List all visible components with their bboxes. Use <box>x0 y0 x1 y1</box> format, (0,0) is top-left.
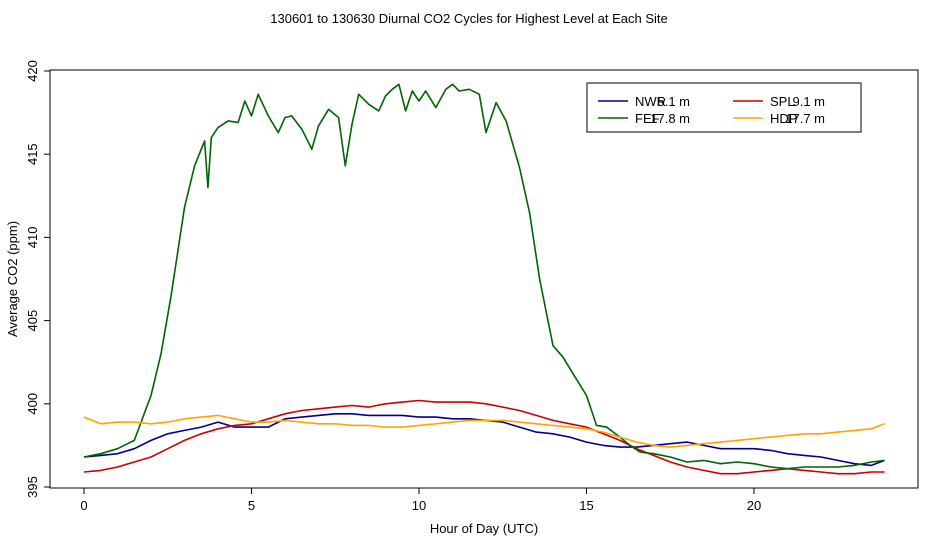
legend-height-fef: 17.8 m <box>650 111 690 126</box>
series-line-spl <box>83 399 885 475</box>
series-lines <box>83 83 885 475</box>
x-axis-label: Hour of Day (UTC) <box>430 521 538 536</box>
y-tick-label: 400 <box>25 393 40 415</box>
y-axis-label: Average CO2 (ppm) <box>5 221 20 337</box>
x-tick-label: 0 <box>80 498 87 513</box>
x-axis: 0 5 10 15 20 <box>80 488 761 513</box>
legend-label-nwr: NWR <box>635 94 666 109</box>
x-tick-label: 15 <box>579 498 593 513</box>
chart-title: 130601 to 130630 Diurnal CO2 Cycles for … <box>270 11 667 26</box>
y-tick-label: 395 <box>25 476 40 498</box>
series-line-nwr <box>83 412 885 467</box>
x-tick-label: 20 <box>747 498 761 513</box>
y-tick-label: 410 <box>25 227 40 249</box>
y-axis: 395 400 405 410 415 420 <box>25 60 50 498</box>
series-line-hdp <box>83 414 885 448</box>
legend-height-spl: 9.1 m <box>792 94 825 109</box>
legend-height-nwr: 5.1 m <box>657 94 690 109</box>
legend-label-hdp: HDP <box>770 111 797 126</box>
legend-height-hdp: 17.7 m <box>785 111 825 126</box>
x-tick-label: 5 <box>248 498 255 513</box>
legend-label-fef: FEF <box>635 111 660 126</box>
series-line-fef <box>83 83 885 470</box>
plot-area-frame <box>49 69 919 489</box>
legend-label-spl: SPL <box>770 94 795 109</box>
y-tick-label: 420 <box>25 60 40 82</box>
x-tick-label: 10 <box>412 498 426 513</box>
y-tick-label: 415 <box>25 143 40 165</box>
legend-box <box>586 82 862 133</box>
y-tick-label: 405 <box>25 310 40 332</box>
